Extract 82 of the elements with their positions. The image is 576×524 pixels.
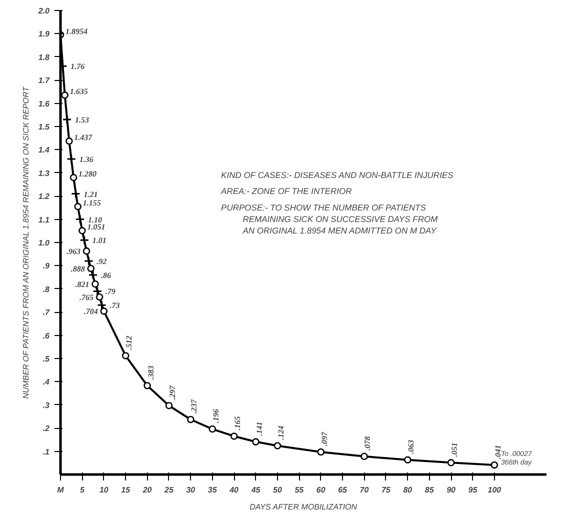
data-label: .765: [80, 293, 94, 302]
annotation: PURPOSE:- TO SHOW THE NUMBER OF PATIENTS: [221, 202, 426, 212]
x-tick-label: 30: [186, 486, 196, 494]
data-label: 1.53: [75, 116, 90, 125]
data-label: 1.10: [88, 215, 102, 224]
x-tick-label: 60: [316, 486, 326, 494]
y-tick-label: .5: [42, 354, 50, 364]
y-tick-label: 1.1: [38, 215, 50, 224]
x-tick-label: 80: [403, 486, 413, 494]
data-label: .165: [233, 416, 242, 430]
annotation: REMAINING SICK ON SUCCESSIVE DAYS FROM: [242, 214, 439, 224]
x-tick-label: 35: [208, 486, 218, 494]
x-tick-label: M: [57, 486, 64, 494]
annotation: KIND OF CASES:- DISEASES AND NON-BATTLE INJURIES: [221, 170, 454, 180]
data-label: 1.635: [70, 87, 88, 96]
data-label: .078: [363, 436, 372, 450]
data-label: .051: [450, 442, 460, 457]
x-tick-label: 15: [121, 486, 131, 494]
x-tick-label: 100: [488, 486, 502, 494]
data-label: .063: [406, 440, 416, 454]
x-tick-label: 20: [142, 486, 152, 494]
x-tick-label: 50: [273, 486, 282, 494]
x-tick-label: 95: [468, 486, 478, 494]
data-label: 1.21: [84, 190, 98, 199]
y-tick-label: 1.0: [38, 238, 50, 248]
data-label: .888: [70, 264, 85, 274]
data-label: 1.01: [92, 236, 106, 246]
x-tick-label: 85: [424, 486, 434, 494]
data-label: .383: [146, 366, 156, 380]
data-label: .141: [254, 422, 264, 436]
x-tick-label: 10: [99, 486, 109, 494]
data-label: .237: [190, 398, 199, 414]
x-tick-label: 5: [80, 486, 85, 494]
data-label: 1.051: [87, 222, 106, 232]
x-tick-label: 90: [446, 486, 456, 494]
data-label: .821: [75, 280, 90, 290]
x-tick-label: 45: [250, 486, 261, 494]
data-label: 1.280: [78, 170, 97, 179]
data-label: .704: [84, 307, 98, 316]
data-label: 1.76: [70, 62, 85, 72]
y-tick-label: .6: [42, 331, 50, 340]
annotation: AN ORIGINAL 1.8954 MEN ADMITTED ON M DAY: [242, 226, 438, 236]
y-tick-label: .3: [42, 400, 50, 410]
y-tick-label: 1.4: [38, 146, 50, 155]
y-tick-label: 1.3: [38, 168, 50, 178]
data-label: .73: [110, 301, 120, 310]
data-label: 1.437: [74, 133, 94, 142]
y-tick-label: .4: [42, 378, 50, 387]
data-label: .512: [124, 336, 134, 350]
data-label: .92: [96, 257, 107, 266]
x-tick-label: 65: [338, 486, 348, 494]
x-tick-label: 55: [294, 486, 304, 494]
data-label: 1.8954: [66, 26, 88, 36]
x-tick-label: 75: [381, 486, 391, 494]
data-label: .86: [101, 270, 112, 280]
x-axis-title: DAYS AFTER MOBILIZATION: [250, 502, 358, 512]
y-tick-label: 2.0: [37, 6, 50, 16]
y-tick-label: .2: [42, 424, 50, 434]
data-label: .041: [493, 444, 502, 459]
data-label: .097: [320, 430, 329, 446]
data-label: .196: [211, 409, 220, 424]
y-tick-label: 1.8: [38, 52, 50, 62]
y-tick-label: 1.6: [38, 99, 50, 108]
data-label: .297: [168, 384, 177, 400]
annotation: AREA:- ZONE OF THE INTERIOR: [220, 186, 352, 196]
data-label: 1.155: [82, 198, 101, 208]
y-axis-title: NUMBER OF PATIENTS FROM AN ORIGINAL 1.8954 REMAINING ON SICK REPORT: [21, 86, 30, 399]
y-tick-label: 1.2: [38, 192, 50, 202]
y-tick-label: 1.5: [38, 122, 50, 132]
y-tick-label: .1: [42, 447, 50, 456]
data-label: .124: [276, 426, 286, 440]
data-label: .963: [66, 247, 81, 256]
y-tick-label: .7: [42, 308, 50, 318]
x-tick-label: 25: [164, 486, 174, 494]
x-tick-label: 70: [360, 486, 370, 494]
y-tick-label: 1.7: [38, 76, 50, 86]
y-tick-label: .9: [42, 262, 50, 271]
x-tick-label: 40: [228, 486, 240, 494]
data-label: 1.36: [79, 154, 94, 164]
data-label: .79: [105, 287, 116, 296]
y-tick-label: .8: [42, 284, 50, 294]
y-tick-label: 1.9: [38, 30, 50, 39]
